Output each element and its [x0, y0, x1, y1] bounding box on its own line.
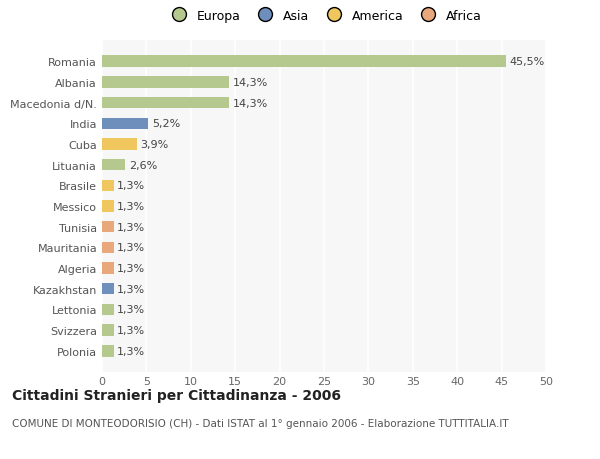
Text: 45,5%: 45,5% [509, 57, 545, 67]
Text: 1,3%: 1,3% [117, 346, 145, 356]
Bar [102, 56, 506, 67]
Bar [102, 263, 113, 274]
Text: 14,3%: 14,3% [233, 98, 268, 108]
Text: 1,3%: 1,3% [117, 202, 145, 212]
Legend: Europa, Asia, America, Africa: Europa, Asia, America, Africa [161, 5, 487, 28]
Text: 1,3%: 1,3% [117, 243, 145, 253]
Bar [102, 325, 113, 336]
Text: 3,9%: 3,9% [140, 140, 169, 150]
Bar [102, 242, 113, 253]
Bar [102, 118, 148, 129]
Text: 1,3%: 1,3% [117, 263, 145, 274]
Bar [102, 160, 125, 171]
Text: 1,3%: 1,3% [117, 181, 145, 191]
Text: 1,3%: 1,3% [117, 305, 145, 315]
Bar [102, 346, 113, 357]
Bar [102, 180, 113, 191]
Bar [102, 201, 113, 212]
Text: 1,3%: 1,3% [117, 222, 145, 232]
Bar [102, 139, 137, 150]
Text: 1,3%: 1,3% [117, 284, 145, 294]
Text: Cittadini Stranieri per Cittadinanza - 2006: Cittadini Stranieri per Cittadinanza - 2… [12, 388, 341, 402]
Bar [102, 284, 113, 295]
Bar [102, 304, 113, 315]
Text: 1,3%: 1,3% [117, 325, 145, 336]
Bar [102, 222, 113, 233]
Bar [102, 98, 229, 109]
Bar [102, 77, 229, 88]
Text: 2,6%: 2,6% [128, 160, 157, 170]
Text: COMUNE DI MONTEODORISIO (CH) - Dati ISTAT al 1° gennaio 2006 - Elaborazione TUTT: COMUNE DI MONTEODORISIO (CH) - Dati ISTA… [12, 418, 509, 428]
Text: 5,2%: 5,2% [152, 119, 180, 129]
Text: 14,3%: 14,3% [233, 78, 268, 88]
